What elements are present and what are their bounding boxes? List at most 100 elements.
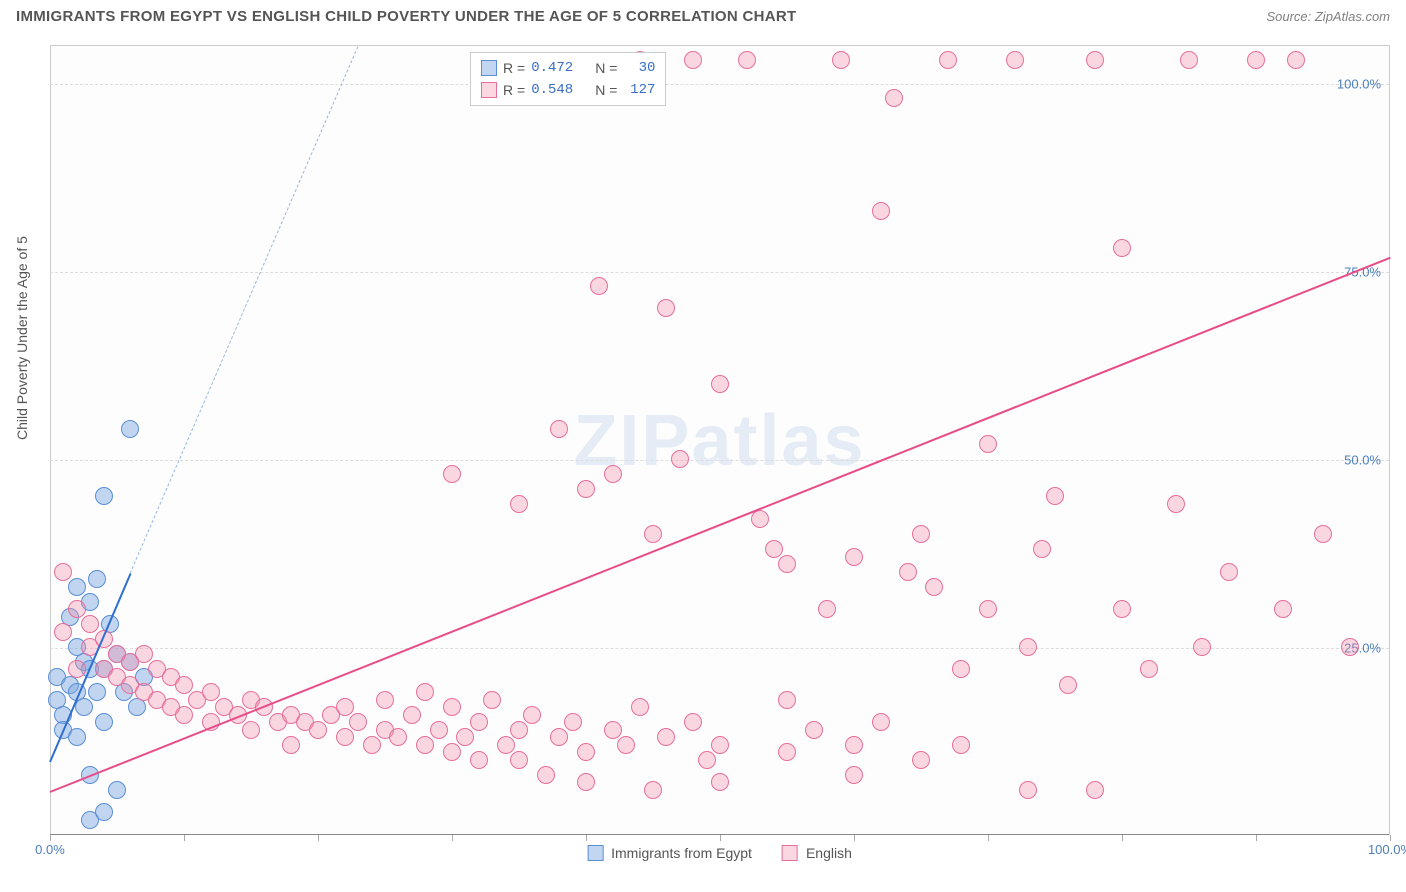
data-point	[778, 743, 796, 761]
data-point	[1180, 51, 1198, 69]
x-tick-mark	[1390, 835, 1391, 841]
data-point	[698, 751, 716, 769]
x-tick-mark	[720, 835, 721, 841]
data-point	[1247, 51, 1265, 69]
data-point	[470, 751, 488, 769]
data-point	[456, 728, 474, 746]
x-tick-mark	[586, 835, 587, 841]
legend-item: Immigrants from Egypt	[587, 845, 752, 861]
data-point	[1220, 563, 1238, 581]
data-point	[510, 495, 528, 513]
legend-n-value: 30	[623, 57, 655, 79]
data-point	[1086, 781, 1104, 799]
legend-swatch	[481, 82, 497, 98]
chart-area: ZIPatlas 25.0%50.0%75.0%100.0%0.0%100.0%…	[50, 45, 1390, 835]
data-point	[95, 803, 113, 821]
source-label: Source: ZipAtlas.com	[1266, 9, 1390, 24]
title-bar: IMMIGRANTS FROM EGYPT VS ENGLISH CHILD P…	[0, 0, 1406, 29]
data-point	[95, 487, 113, 505]
data-point	[711, 773, 729, 791]
legend-r-label: R =	[503, 79, 525, 101]
data-point	[1046, 487, 1064, 505]
data-point	[778, 691, 796, 709]
data-point	[925, 578, 943, 596]
legend-n-value: 127	[623, 79, 655, 101]
data-point	[1341, 638, 1359, 656]
data-point	[751, 510, 769, 528]
data-point	[684, 51, 702, 69]
data-point	[765, 540, 783, 558]
data-point	[550, 420, 568, 438]
gridline	[50, 648, 1389, 649]
data-point	[631, 698, 649, 716]
data-point	[1193, 638, 1211, 656]
legend-n-label: N =	[595, 57, 617, 79]
data-point	[108, 781, 126, 799]
trend-line	[130, 46, 359, 573]
data-point	[483, 691, 501, 709]
data-point	[671, 450, 689, 468]
data-point	[389, 728, 407, 746]
data-point	[604, 465, 622, 483]
data-point	[550, 728, 568, 746]
data-point	[832, 51, 850, 69]
data-point	[95, 713, 113, 731]
data-point	[1274, 600, 1292, 618]
chart-title: IMMIGRANTS FROM EGYPT VS ENGLISH CHILD P…	[16, 8, 797, 25]
legend-swatch	[481, 60, 497, 76]
legend-label: Immigrants from Egypt	[611, 845, 752, 861]
data-point	[845, 766, 863, 784]
data-point	[403, 706, 421, 724]
data-point	[738, 51, 756, 69]
data-point	[577, 773, 595, 791]
data-point	[818, 600, 836, 618]
data-point	[68, 660, 86, 678]
data-point	[88, 570, 106, 588]
data-point	[430, 721, 448, 739]
data-point	[657, 299, 675, 317]
legend-swatch	[782, 845, 798, 861]
gridline	[50, 460, 1389, 461]
data-point	[470, 713, 488, 731]
data-point	[1059, 676, 1077, 694]
data-point	[282, 736, 300, 754]
data-point	[577, 743, 595, 761]
data-point	[657, 728, 675, 746]
data-point	[336, 728, 354, 746]
data-point	[1287, 51, 1305, 69]
legend-row: R = 0.472 N = 30	[481, 57, 655, 79]
data-point	[604, 721, 622, 739]
data-point	[376, 691, 394, 709]
data-point	[845, 548, 863, 566]
data-point	[979, 600, 997, 618]
data-point	[1314, 525, 1332, 543]
data-point	[443, 465, 461, 483]
y-axis-label: Child Poverty Under the Age of 5	[14, 236, 30, 440]
data-point	[68, 600, 86, 618]
data-point	[912, 525, 930, 543]
x-tick-mark	[50, 835, 51, 841]
data-point	[577, 480, 595, 498]
data-point	[68, 578, 86, 596]
plot-surface: 25.0%50.0%75.0%100.0%0.0%100.0%	[50, 46, 1389, 835]
x-tick-mark	[452, 835, 453, 841]
data-point	[899, 563, 917, 581]
gridline	[50, 272, 1389, 273]
data-point	[617, 736, 635, 754]
y-tick-label: 100.0%	[1337, 76, 1381, 91]
data-point	[845, 736, 863, 754]
x-tick-label: 0.0%	[35, 842, 65, 857]
legend-row: R =0.548N =127	[481, 79, 655, 101]
legend-r-value: 0.472	[531, 57, 573, 79]
legend-r-label: R =	[503, 57, 525, 79]
data-point	[510, 751, 528, 769]
data-point	[564, 713, 582, 731]
data-point	[81, 615, 99, 633]
data-point	[1086, 51, 1104, 69]
data-point	[590, 277, 608, 295]
data-point	[805, 721, 823, 739]
x-tick-mark	[318, 835, 319, 841]
data-point	[416, 736, 434, 754]
data-point	[912, 751, 930, 769]
data-point	[242, 721, 260, 739]
